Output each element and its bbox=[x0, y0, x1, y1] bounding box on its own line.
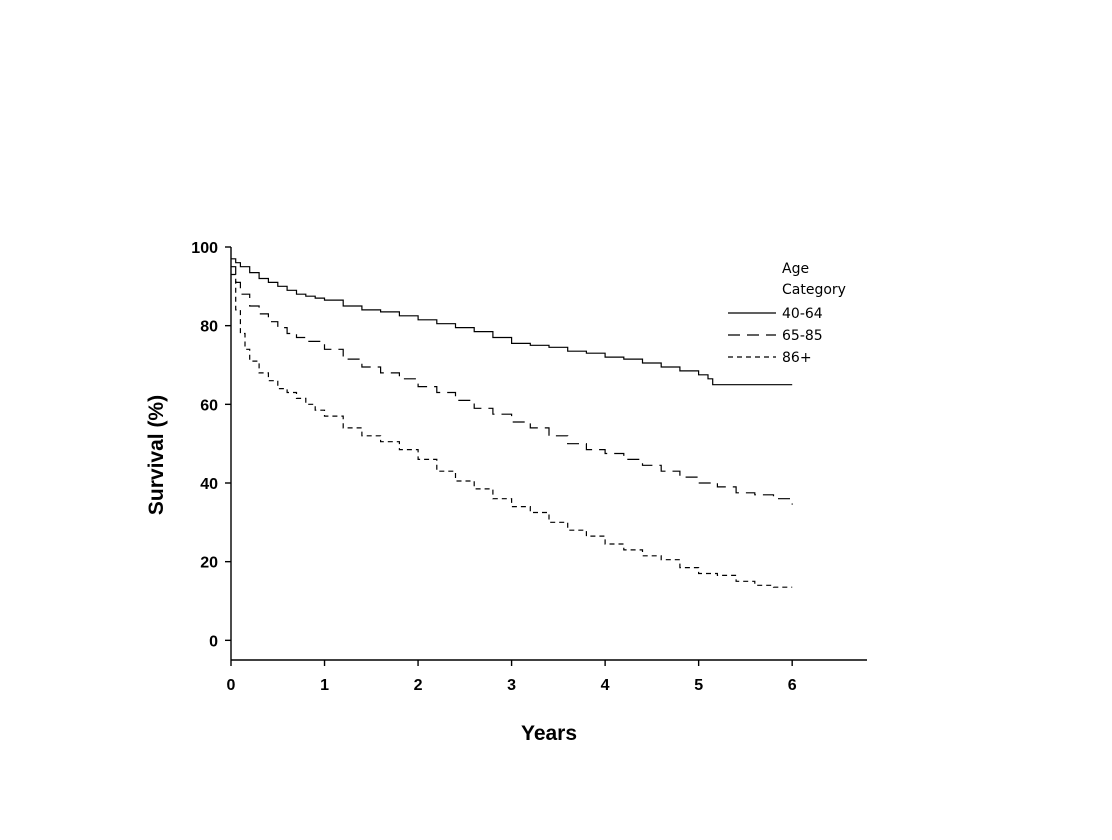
y-tick-label: 60 bbox=[200, 397, 218, 414]
series-line-65-85 bbox=[231, 266, 793, 505]
x-tick-label: 6 bbox=[788, 677, 797, 694]
x-tick-label: 2 bbox=[414, 677, 423, 694]
x-tick-label: 0 bbox=[227, 677, 236, 694]
series-line-86- bbox=[231, 273, 793, 588]
y-tick-label: 100 bbox=[191, 240, 218, 257]
legend: Age Category 40-64 65-85 86+ bbox=[728, 261, 846, 366]
legend-title-line-2: Category bbox=[782, 282, 846, 298]
legend-label: 65-85 bbox=[782, 328, 823, 344]
axes bbox=[230, 247, 867, 661]
x-tick-label: 4 bbox=[601, 677, 610, 694]
y-tick-label: 0 bbox=[209, 633, 218, 650]
y-axis-ticks: 0 20 40 60 80 100 bbox=[191, 240, 231, 650]
legend-items: 40-64 65-85 86+ bbox=[728, 306, 823, 366]
y-axis-title: Survival (%) bbox=[145, 395, 168, 515]
x-axis-ticks: 0 1 2 3 4 5 6 bbox=[227, 660, 797, 694]
y-tick-label: 20 bbox=[200, 555, 218, 572]
series-line-40-64 bbox=[231, 258, 793, 386]
y-tick-label: 40 bbox=[200, 476, 218, 493]
x-tick-label: 1 bbox=[320, 677, 329, 694]
legend-title-line-1: Age bbox=[782, 261, 809, 277]
x-tick-label: 3 bbox=[507, 677, 516, 694]
y-tick-label: 80 bbox=[200, 319, 218, 336]
x-tick-label: 5 bbox=[694, 677, 703, 694]
series-group bbox=[231, 258, 793, 588]
legend-label: 40-64 bbox=[782, 306, 823, 322]
legend-label: 86+ bbox=[782, 350, 812, 366]
x-axis-title: Years bbox=[521, 722, 577, 745]
